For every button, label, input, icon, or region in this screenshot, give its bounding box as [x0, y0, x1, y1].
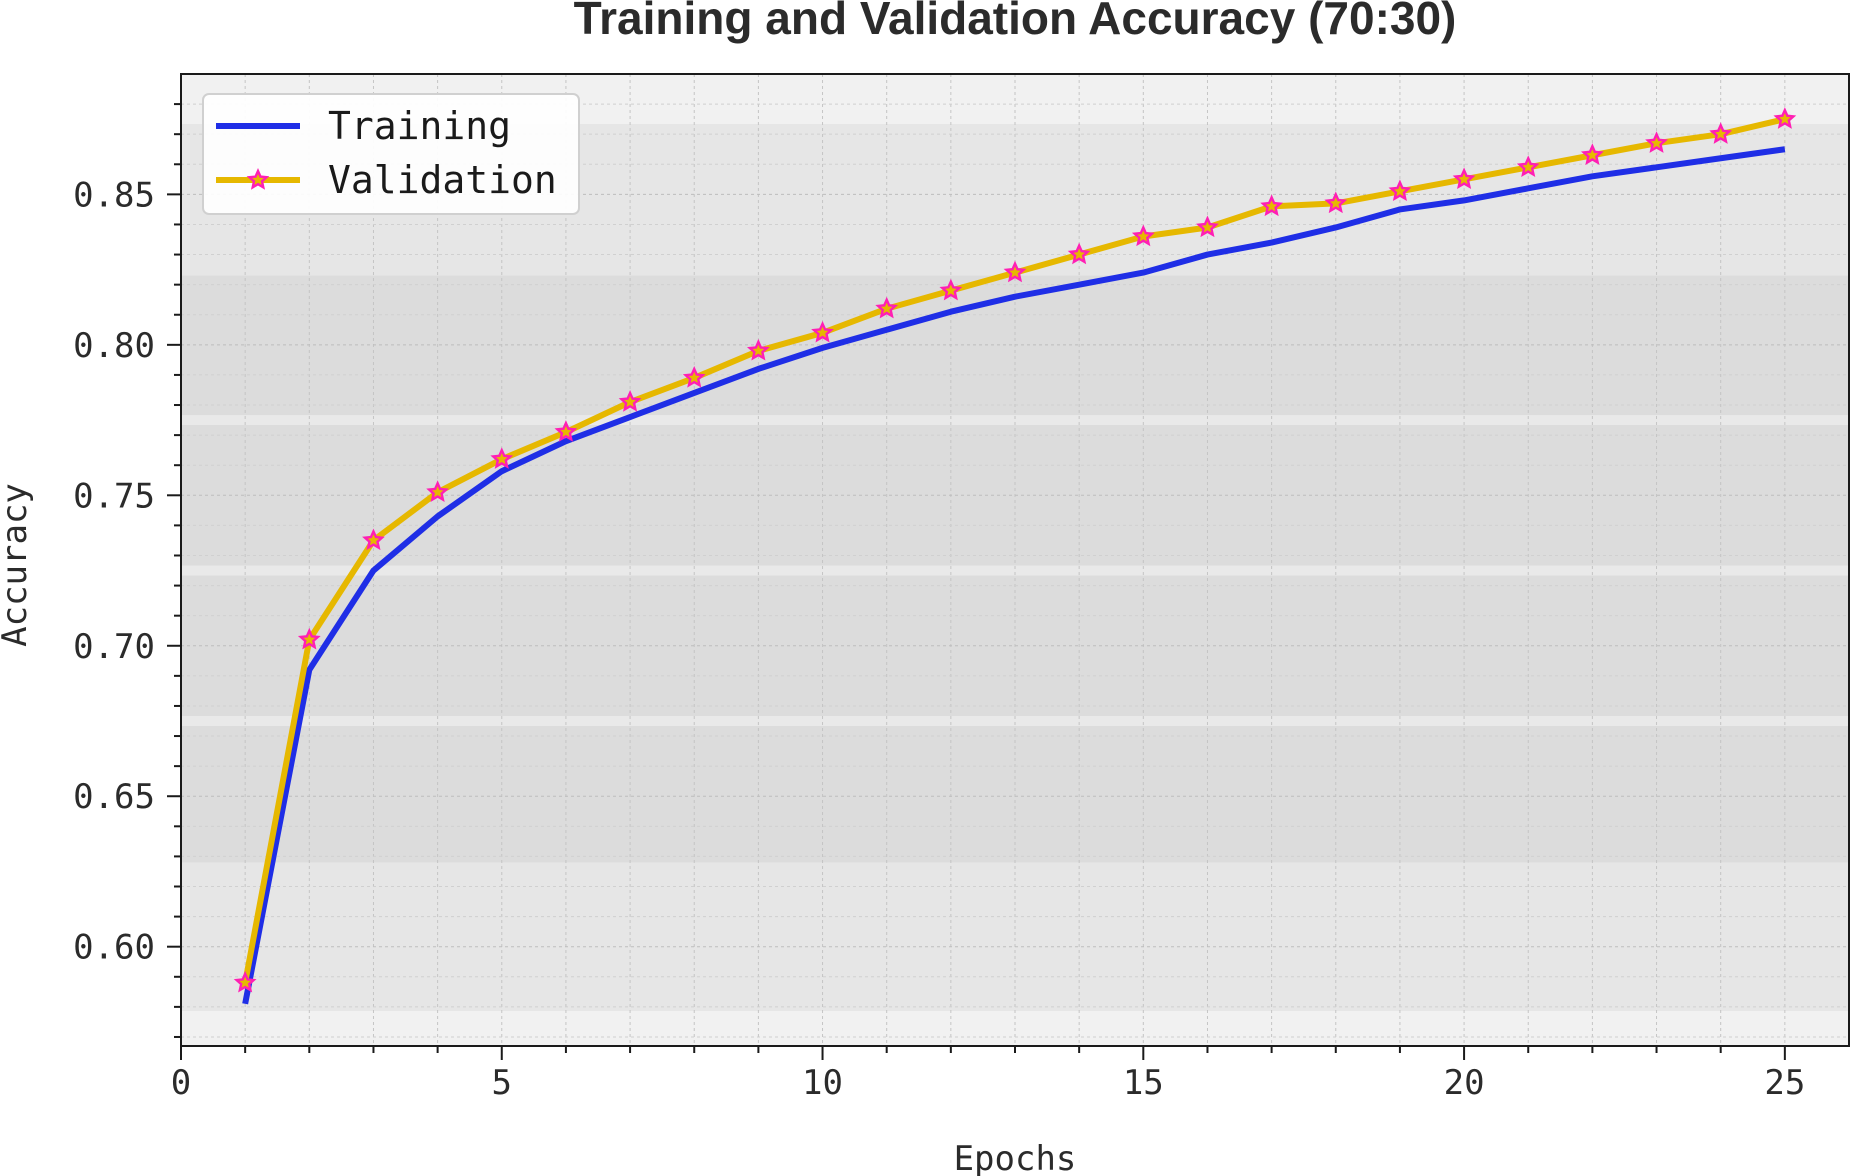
x-axis: 0 5 10 15 20 25	[171, 1046, 1805, 1103]
legend-validation-marker	[246, 168, 270, 190]
validation-point	[554, 420, 578, 442]
validation-point	[1196, 215, 1219, 238]
grid-lines	[181, 74, 1849, 1046]
validation-point	[1260, 194, 1283, 217]
validation-point	[1003, 260, 1027, 283]
validation-point	[682, 365, 706, 388]
y-tick-label: 0.60	[73, 928, 155, 968]
legend-validation-label: Validation	[328, 158, 557, 202]
legend[interactable]: Training Validation	[202, 93, 580, 215]
series-line-training	[242, 146, 1786, 1005]
validation-point	[1388, 179, 1412, 202]
plot-bg-stripe	[181, 565, 1849, 576]
plot-bg-stripe	[181, 415, 1849, 426]
validation-point	[875, 296, 899, 319]
x-tick-label: 0	[171, 1063, 191, 1103]
x-tick-label: 10	[802, 1063, 843, 1103]
validation-point	[1452, 167, 1476, 190]
validation-point	[297, 627, 321, 650]
validation-point	[1516, 155, 1540, 177]
x-tick-label: 20	[1444, 1063, 1485, 1103]
x-tick-label: 25	[1764, 1063, 1805, 1103]
validation-point	[1131, 224, 1155, 247]
validation-point	[811, 320, 834, 343]
y-axis-label: Accuracy	[0, 483, 35, 647]
x-axis-label: Epochs	[954, 1139, 1077, 1176]
y-tick-label: 0.80	[73, 326, 155, 366]
x-tick-label: 5	[492, 1063, 512, 1103]
validation-point	[1067, 242, 1091, 265]
series-layer	[233, 107, 1797, 1005]
y-tick-label: 0.65	[73, 777, 155, 817]
validation-point	[1581, 143, 1604, 165]
validation-point	[1645, 131, 1668, 153]
validation-point	[939, 278, 963, 301]
validation-point	[618, 390, 642, 412]
validation-point	[746, 338, 770, 361]
validation-point	[426, 480, 449, 502]
plot-bg-stripe	[181, 715, 1849, 726]
y-tick-label: 0.85	[73, 175, 155, 215]
chart-title: Training and Validation Accuracy (70:30)	[574, 0, 1457, 44]
validation-point	[362, 528, 385, 551]
validation-point	[1324, 191, 1348, 214]
y-axis: 0.60 0.65 0.70 0.75 0.80 0.85	[73, 103, 181, 1038]
validation-point	[233, 970, 257, 993]
y-tick-label: 0.75	[73, 476, 155, 516]
y-tick-label: 0.70	[73, 627, 155, 667]
validation-point	[490, 447, 514, 469]
validation-point	[1709, 122, 1733, 144]
x-tick-label: 15	[1123, 1063, 1164, 1103]
legend-training-label: Training	[328, 104, 511, 148]
validation-point	[1773, 107, 1797, 129]
